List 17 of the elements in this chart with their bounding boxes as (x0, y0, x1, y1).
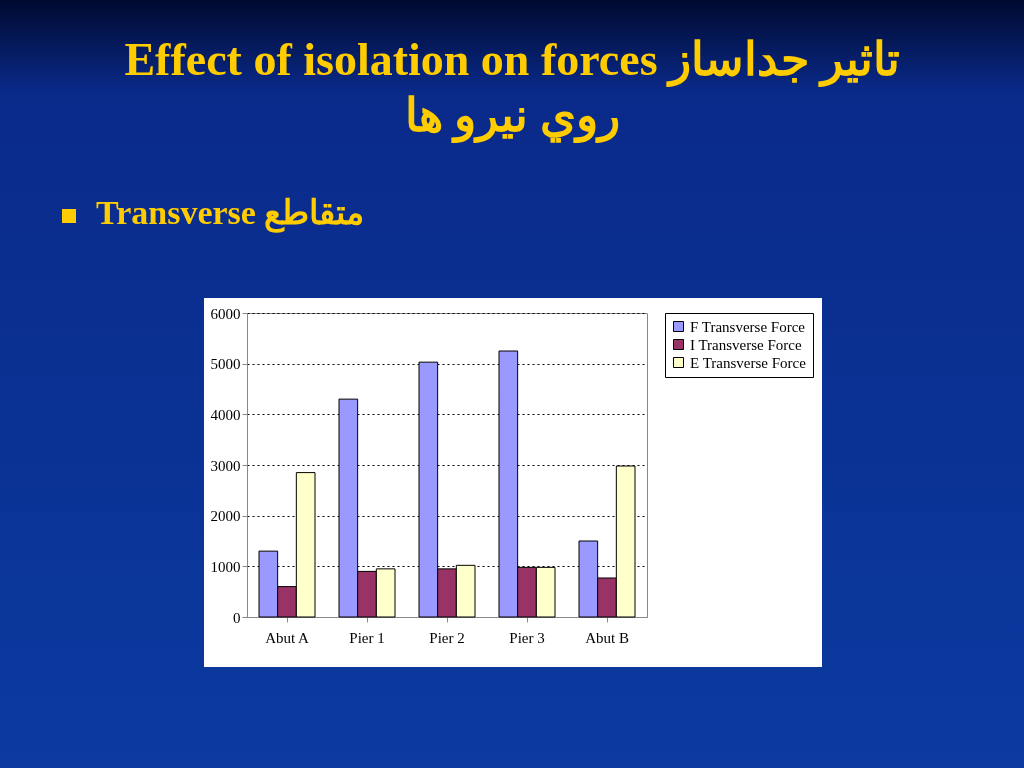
y-tick-label: 2000 (210, 508, 241, 525)
y-tick-label: 4000 (210, 406, 241, 423)
legend-label: I Transverse Force (690, 336, 802, 353)
x-tick-label: Pier 1 (349, 629, 385, 646)
y-tick-label: 3000 (210, 457, 241, 474)
y-tick-label: 5000 (210, 356, 241, 373)
y-tick-label: 6000 (210, 305, 241, 322)
chart-title: Effect of isolation on forces تاثير جداساز روي نيرو ها (123, 33, 901, 144)
chart-subtitle: Transverse متقاطع (96, 194, 365, 231)
legend-label: E Transverse Force (690, 354, 807, 371)
x-tick-label: Abut B (585, 629, 629, 646)
x-tick-label: Pier 3 (509, 629, 545, 646)
x-tick-label: Abut A (265, 629, 310, 646)
y-tick-label: 0 (233, 609, 241, 626)
y-tick-label: 1000 (210, 558, 241, 575)
x-tick-label: Pier 2 (429, 629, 465, 646)
legend-label: F Transverse Force (690, 318, 806, 335)
